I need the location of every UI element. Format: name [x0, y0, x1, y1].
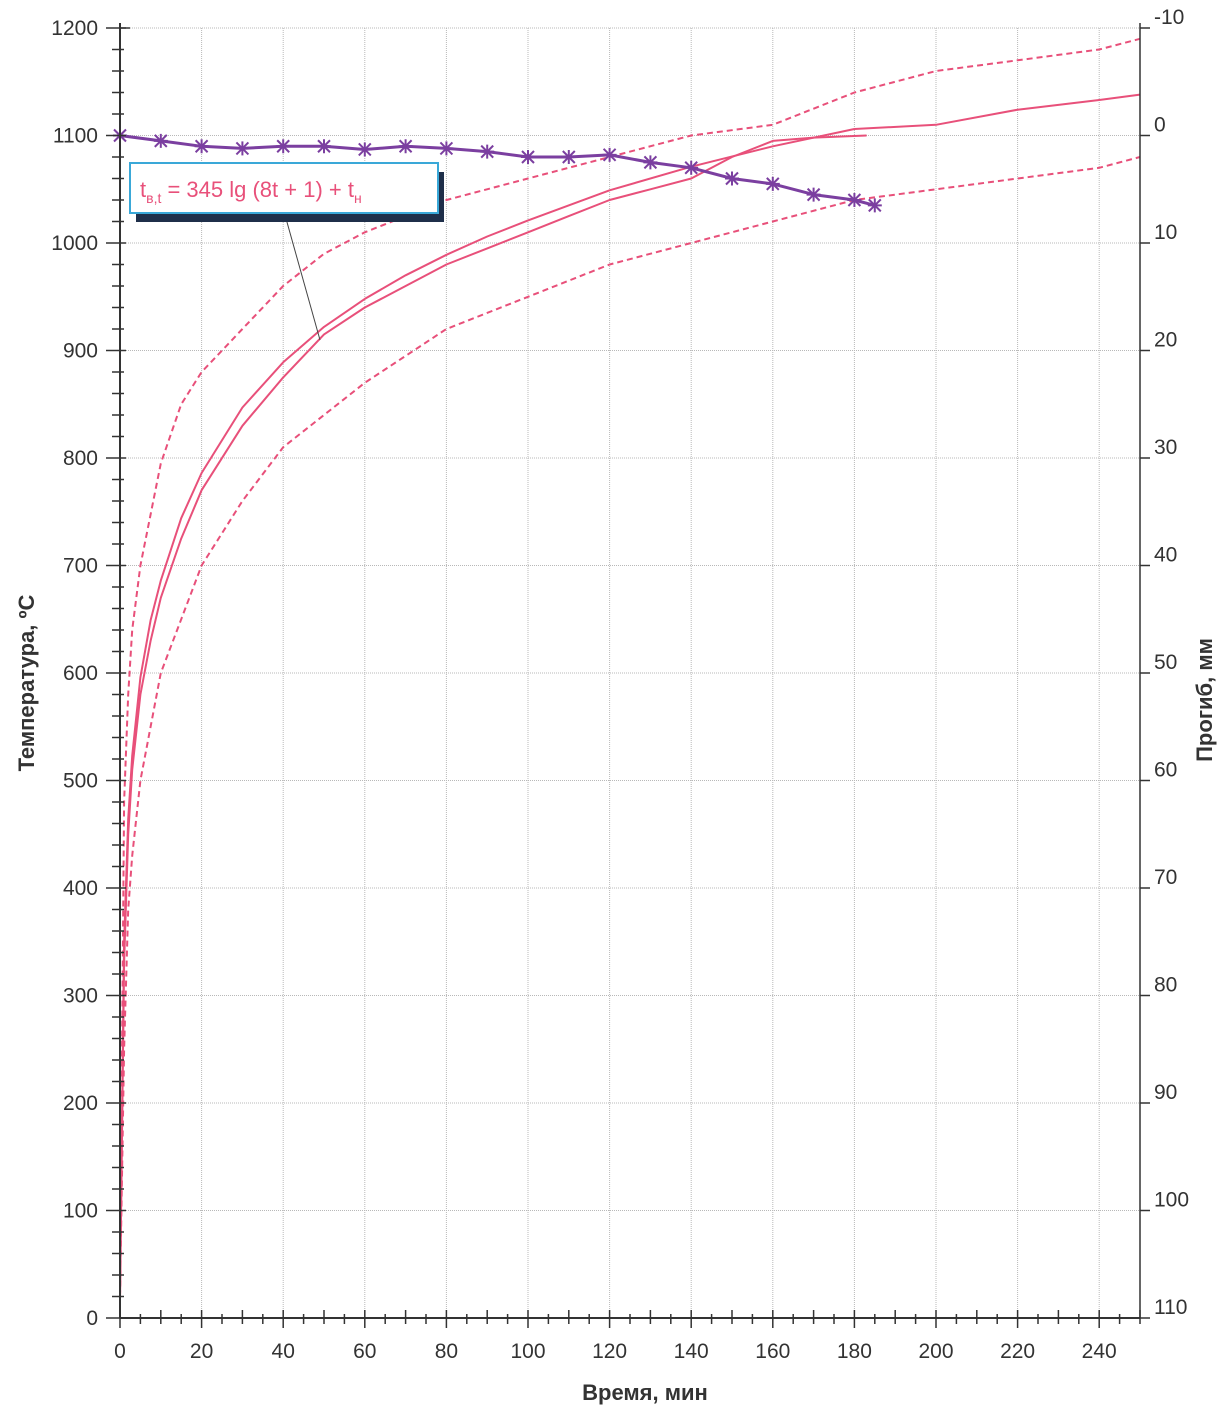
y2-tick-label: 60	[1154, 759, 1177, 782]
grid	[120, 27, 1140, 1318]
y2-tick-label: 90	[1154, 1081, 1177, 1104]
x-tick-label: 140	[674, 1340, 709, 1363]
annotation-box	[129, 162, 439, 214]
x-tick-label: 20	[190, 1340, 213, 1363]
x-tick-label: 100	[510, 1340, 545, 1363]
deflection-marker	[684, 160, 699, 175]
tick-labels: 0 20 40 60 80 100 120 140 160 180 200 220 2400100200…	[51, 6, 1189, 1363]
y-tick-label: 1200	[51, 17, 98, 40]
y-tick-label: 600	[63, 662, 98, 685]
x-tick-label: 240	[1082, 1340, 1117, 1363]
formula-sub-1: в,t	[146, 190, 161, 206]
deflection-marker	[602, 147, 617, 162]
x-tick-label: 80	[435, 1340, 458, 1363]
y2-axis-title: Прогиб, мм	[1192, 638, 1217, 762]
y-tick-label: 900	[63, 340, 98, 363]
series-line-standard-temperature	[119, 93, 1141, 1297]
axes	[106, 23, 1150, 1328]
y2-tick-label: 70	[1154, 866, 1177, 889]
x-tick-label: 0	[114, 1340, 126, 1363]
annotation-leader-line	[284, 214, 321, 341]
deflection-marker	[398, 139, 413, 154]
y2-tick-label: 30	[1154, 436, 1177, 459]
x-axis-title: Время, мин	[582, 1380, 708, 1405]
deflection-marker	[357, 142, 372, 157]
y-tick-label: 400	[63, 877, 98, 900]
x-tick-label: 220	[1000, 1340, 1035, 1363]
y-tick-label: 500	[63, 770, 98, 793]
deflection-marker	[867, 198, 882, 213]
y2-tick-label: 10	[1154, 221, 1177, 244]
formula-t: t	[140, 177, 146, 202]
deflection-marker	[561, 150, 576, 164]
x-tick-label: 160	[755, 1340, 790, 1363]
series-group	[113, 37, 1141, 1297]
y-tick-label: 300	[63, 985, 98, 1008]
x-tick-label: 180	[837, 1340, 872, 1363]
y-tick-label: 1100	[53, 125, 98, 148]
formula-body: = 345 lg (8t + 1) + t	[161, 177, 354, 202]
y-axis-title: Температура, ºС	[14, 594, 39, 771]
deflection-marker	[521, 150, 535, 164]
y2-tick-label: 110	[1154, 1296, 1187, 1319]
x-tick-label: 200	[918, 1340, 953, 1363]
deflection-marker	[725, 171, 739, 186]
deflection-marker	[276, 139, 291, 154]
y-tick-label: 0	[86, 1307, 98, 1330]
deflection-marker	[153, 133, 168, 148]
deflection-marker	[643, 155, 658, 170]
deflection-marker	[317, 139, 331, 154]
y2-tick-label: 50	[1154, 651, 1177, 674]
y-tick-label: 800	[63, 447, 98, 470]
series-line-measured-temperature	[119, 134, 867, 1297]
y-tick-label: 100	[63, 1200, 98, 1223]
deflection-marker	[439, 141, 454, 156]
y-tick-label: 700	[63, 555, 98, 578]
x-tick-label: 120	[592, 1340, 627, 1363]
deflection-marker	[806, 187, 821, 202]
y-tick-label: 1000	[51, 232, 98, 255]
y2-tick-label: 80	[1154, 974, 1177, 997]
deflection-marker	[480, 144, 495, 159]
y-tick-label: 200	[63, 1092, 98, 1115]
y2-tick-label: 100	[1154, 1189, 1189, 1212]
y2-tick-label: 0	[1154, 114, 1166, 137]
y2-tick-label: 40	[1154, 544, 1177, 567]
series-line-upper-tolerance	[119, 37, 1141, 1297]
deflection-marker	[194, 139, 209, 154]
x-tick-label: 40	[272, 1340, 295, 1363]
y2-tick-label: -10	[1154, 6, 1184, 29]
formula-sub-2: н	[354, 190, 362, 206]
series-line-lower-tolerance	[119, 156, 1141, 1297]
deflection-marker	[765, 176, 780, 191]
formula-annotation: tв,t = 345 lg (8t + 1) + tн	[129, 162, 444, 341]
x-tick-label: 60	[353, 1340, 376, 1363]
deflection-marker	[235, 141, 250, 156]
annotation-formula: tв,t = 345 lg (8t + 1) + tн	[140, 177, 362, 206]
deflection-marker	[847, 193, 862, 207]
y2-tick-label: 20	[1154, 329, 1177, 352]
